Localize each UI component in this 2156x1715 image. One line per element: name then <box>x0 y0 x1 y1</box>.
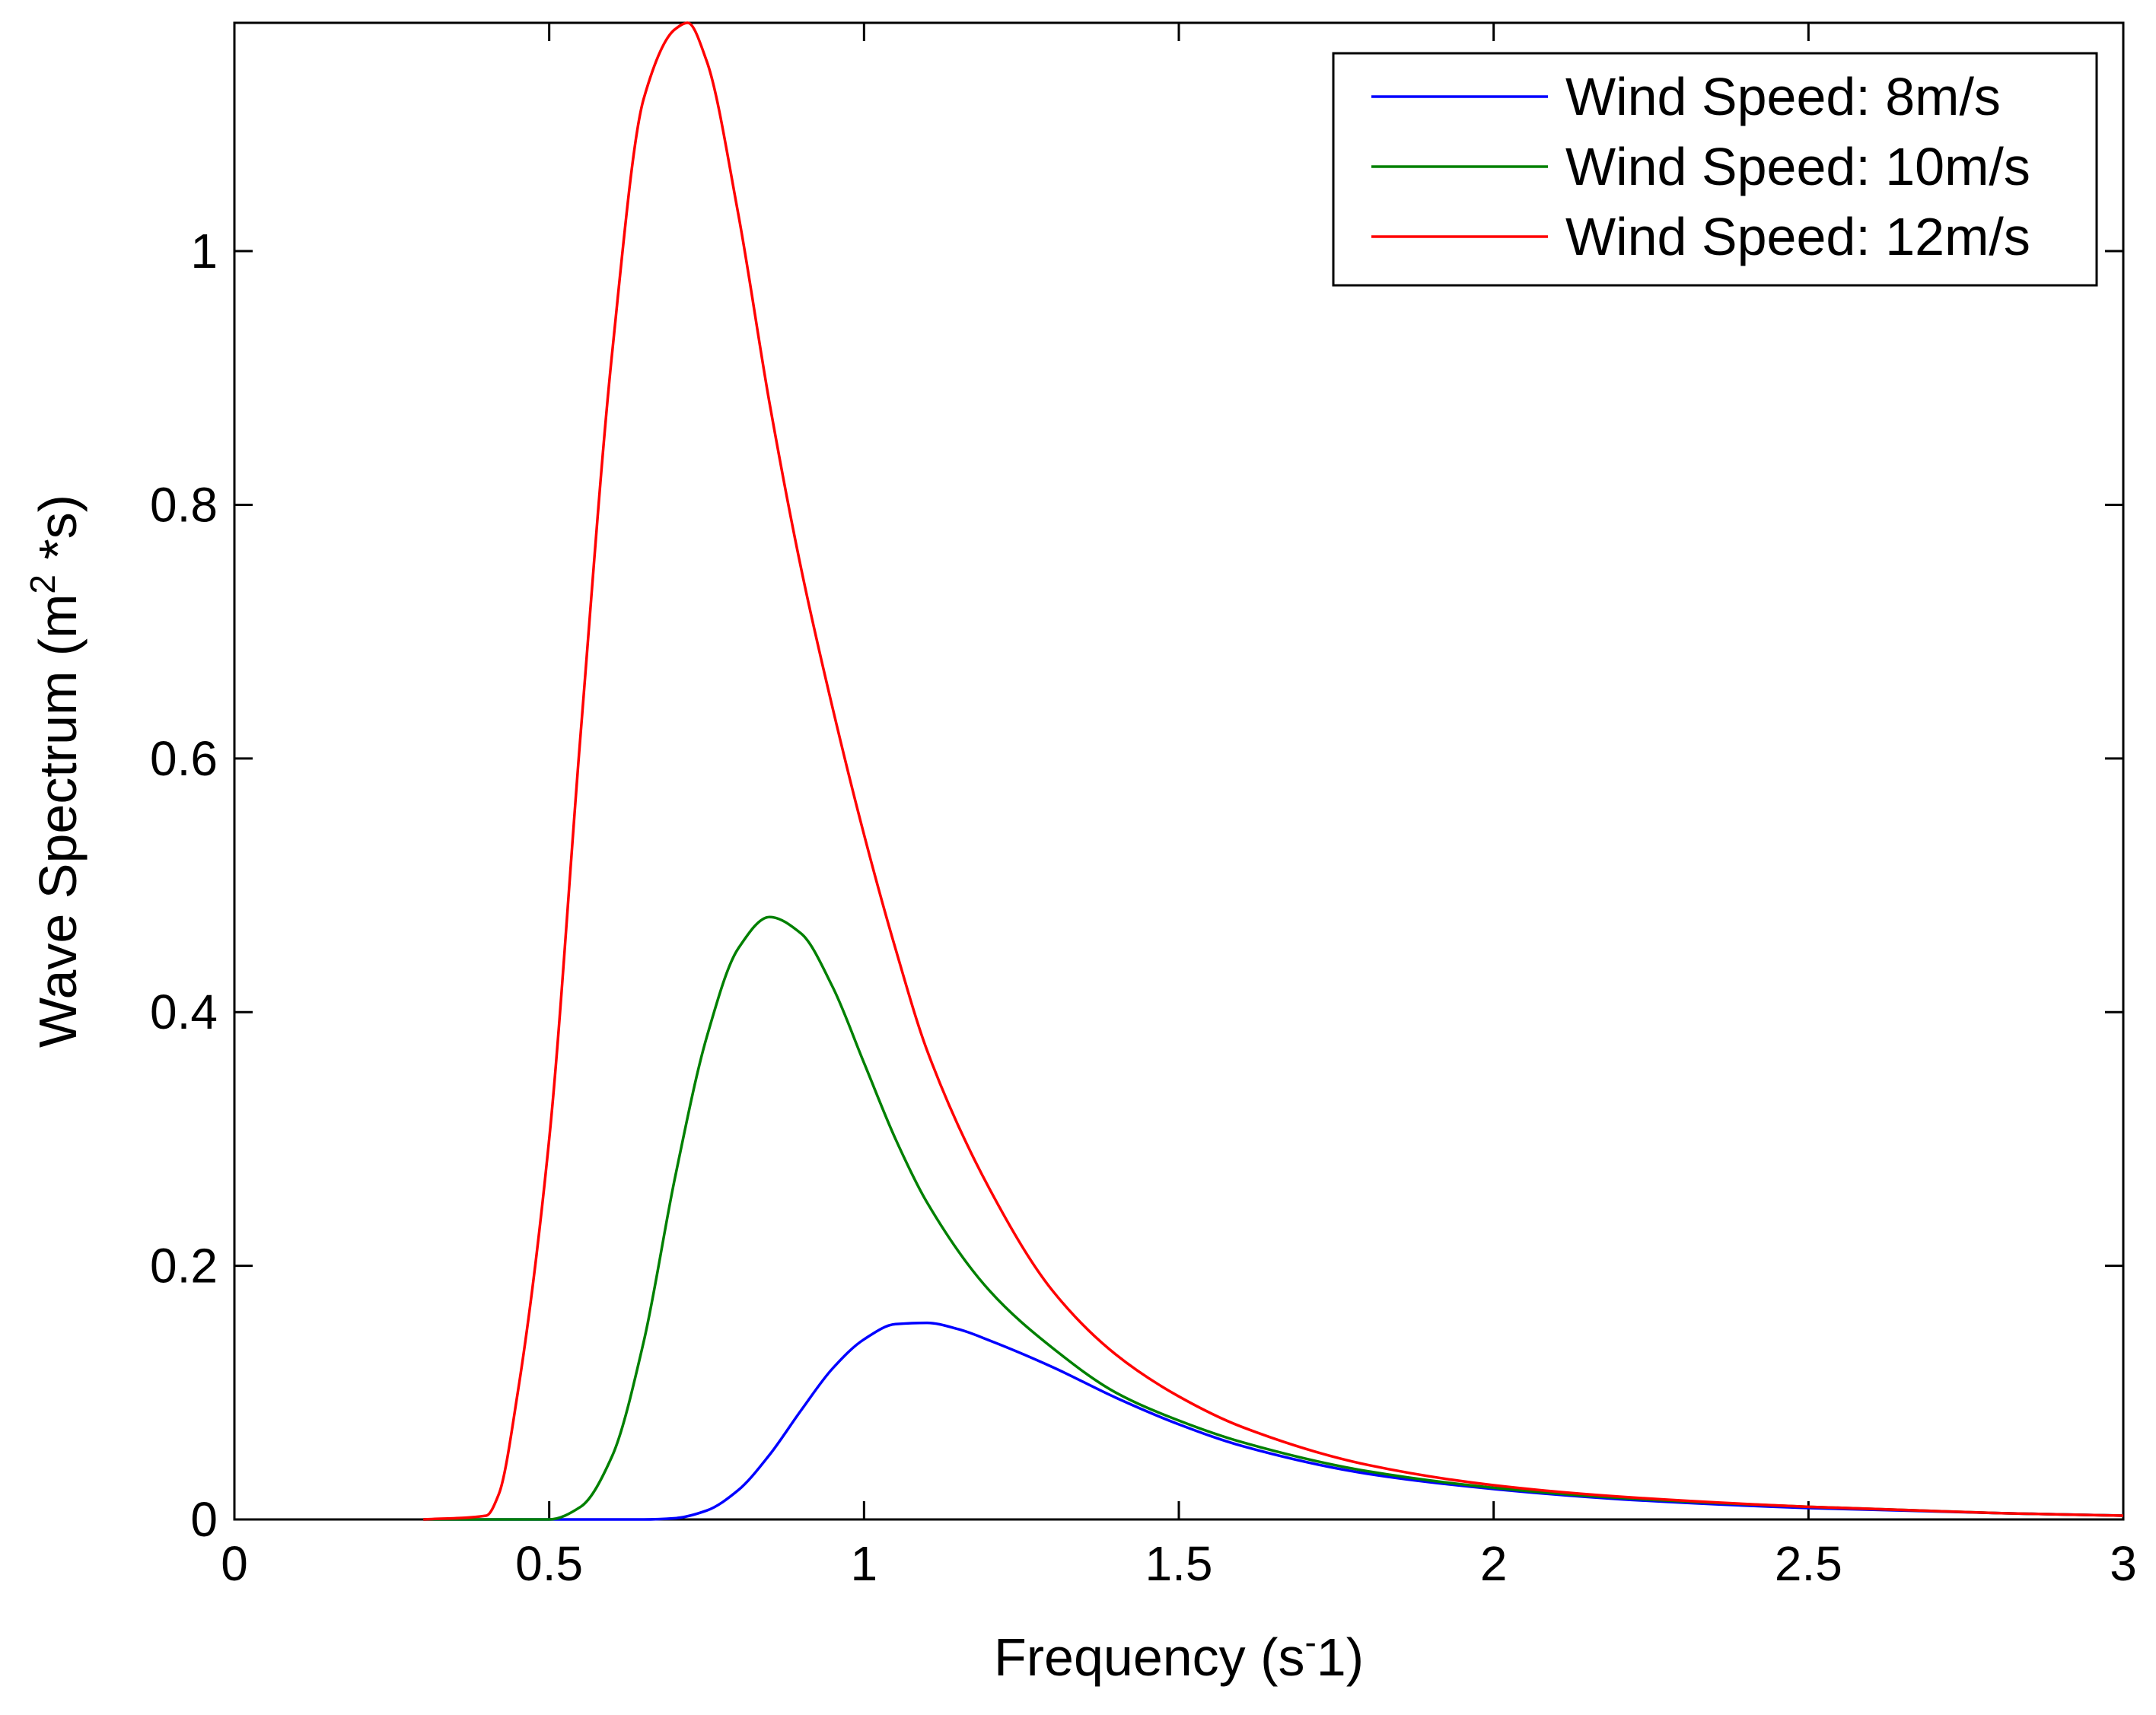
y-axis-label: Wave Spectrum <box>28 671 88 1048</box>
x-axis-title: Frequency (s-1) <box>994 1622 1364 1687</box>
y-tick-label: 0.2 <box>150 1239 218 1293</box>
series-lines <box>423 21 2124 1521</box>
tick-labels: 0 0.5 1 1.5 2 2.5 3 0 0.2 0.4 0.6 0.8 1 <box>150 224 2137 1591</box>
plot-area <box>233 21 2125 1521</box>
series-line-2 <box>423 21 2124 1521</box>
y-axis-units-close: *s) <box>28 495 88 574</box>
x-axis-units-open: (s <box>1260 1628 1304 1687</box>
legend-label-0: Wind Speed: 8m/s <box>1565 67 2001 126</box>
x-tick-label: 1.5 <box>1145 1536 1213 1591</box>
y-axis-units-open: (m <box>28 594 88 657</box>
y-tick-label: 1 <box>190 224 218 278</box>
y-tick-label: 0.8 <box>150 477 218 532</box>
x-axis-units-sup: - <box>1304 1622 1316 1662</box>
x-tick-label: 2 <box>1480 1536 1508 1591</box>
y-tick-label: 0.6 <box>150 731 218 786</box>
x-tick-label: 2.5 <box>1775 1536 1842 1591</box>
y-axis-units-sup: 2 <box>23 574 62 594</box>
x-axis-units-close: 1) <box>1317 1628 1364 1687</box>
axis-ticks <box>233 23 2125 1521</box>
x-tick-label: 0.5 <box>515 1536 583 1591</box>
legend-entries: Wind Speed: 8m/s Wind Speed: 10m/s Wind Sp… <box>1371 67 2030 266</box>
x-tick-label: 1 <box>851 1536 878 1591</box>
y-tick-label: 0.4 <box>150 985 218 1039</box>
x-axis-label: Frequency <box>994 1628 1246 1687</box>
y-axis-title: Wave Spectrum (m2 *s) <box>23 495 88 1048</box>
legend-label-2: Wind Speed: 12m/s <box>1565 207 2030 266</box>
legend-label-1: Wind Speed: 10m/s <box>1565 137 2030 196</box>
series-line-1 <box>423 915 2124 1521</box>
legend-box <box>1332 52 2098 287</box>
x-tick-label: 0 <box>221 1536 248 1591</box>
y-tick-label: 0 <box>190 1492 218 1547</box>
x-tick-label: 3 <box>2110 1536 2137 1591</box>
legend: Wind Speed: 8m/s Wind Speed: 10m/s Wind Sp… <box>1332 52 2098 287</box>
